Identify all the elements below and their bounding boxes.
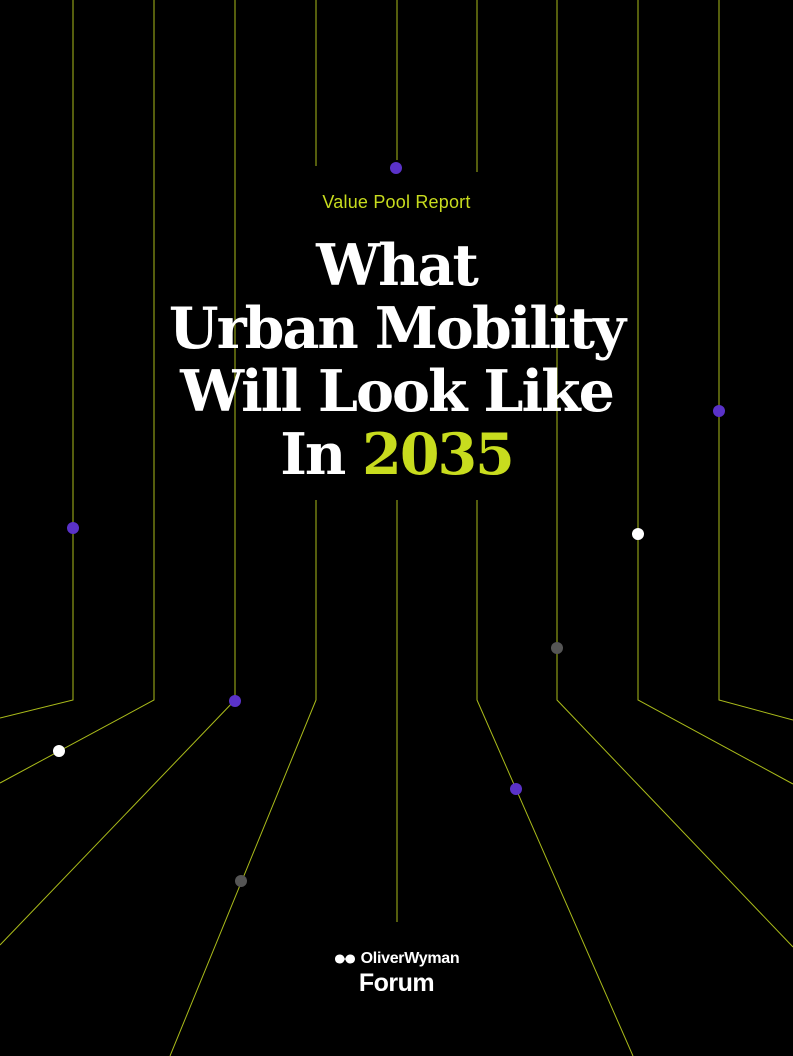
logo-brand: OliverWyman: [360, 950, 460, 967]
title-last-prefix: In: [280, 421, 346, 488]
dot-gray: [551, 642, 563, 654]
report-title: What Urban Mobility Will Look Like In 20…: [0, 234, 793, 486]
dot-white: [632, 528, 644, 540]
dot-white: [53, 745, 65, 757]
report-type-label: Value Pool Report: [322, 192, 471, 212]
title-line-last: In 2035: [0, 423, 793, 486]
dot-purple: [67, 522, 79, 534]
dot-purple: [229, 695, 241, 707]
line-path: [0, 0, 74, 719]
logo-sub: Forum: [358, 969, 435, 997]
logo-top-row: OliverWyman: [0, 950, 793, 968]
line-path: [0, 0, 155, 784]
dot-purple: [390, 162, 402, 174]
dot-purple: [713, 405, 725, 417]
line-path: [718, 0, 793, 721]
title-line: Urban Mobility: [168, 295, 626, 362]
title-line: What: [316, 232, 479, 299]
line-path: [637, 0, 793, 785]
title-line: Will Look Like: [180, 358, 615, 425]
line-path: [476, 500, 634, 1056]
title-year: 2035: [362, 421, 515, 488]
oliver-wyman-mark-icon: [334, 954, 355, 964]
oliver-wyman-forum-logo: OliverWyman Forum: [0, 950, 793, 998]
line-path: [556, 0, 793, 948]
dot-purple: [510, 783, 522, 795]
dot-gray: [235, 875, 247, 887]
line-path: [169, 500, 317, 1056]
